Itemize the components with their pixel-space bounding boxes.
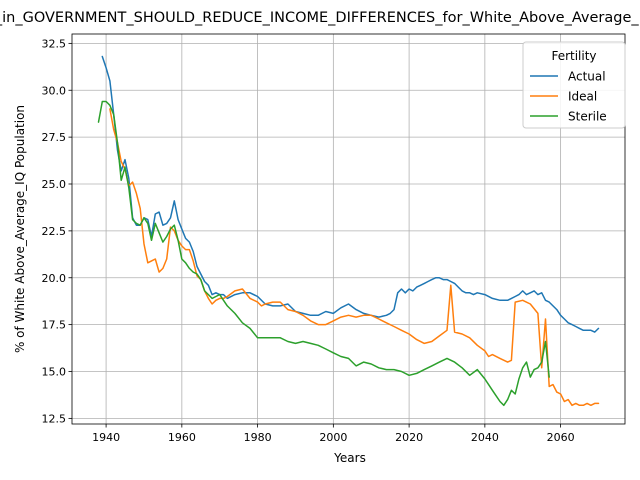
plot-area-frame — [71, 33, 626, 425]
grid — [72, 34, 625, 424]
x-tick-label: 1960 — [168, 431, 196, 444]
x-tick-label: 2040 — [471, 431, 499, 444]
legend-label-sterile: Sterile — [568, 110, 607, 124]
chart-title: 4_in_GOVERNMENT_SHOULD_REDUCE_INCOME_DIF… — [0, 10, 640, 26]
y-tick-label: 25.0 — [42, 178, 67, 191]
legend-box — [522, 41, 626, 129]
y-tick-label: 27.5 — [42, 131, 67, 144]
legend-label-ideal: Ideal — [568, 90, 597, 104]
y-tick-label: 20.0 — [42, 272, 67, 285]
series-line-sterile — [97, 100, 550, 407]
x-axis-label: Years — [333, 451, 366, 465]
y-tick-label: 15.0 — [42, 366, 67, 379]
y-axis-label: % of White Above_Average_IQ Population — [13, 105, 27, 353]
x-tick-label: 1980 — [244, 431, 272, 444]
series-line-ideal — [109, 108, 600, 407]
y-tick-label: 32.5 — [42, 37, 67, 50]
x-tick-label: 2020 — [395, 431, 423, 444]
y-tick-label: 22.5 — [42, 225, 67, 238]
legend-title: Fertility — [551, 49, 596, 63]
axis-ticks: 1940 1960 1980 2000 2020 2040 2060 12.5 15.0 17.5… — [42, 37, 575, 444]
x-tick-label: 1940 — [92, 431, 120, 444]
legend: Fertility Actual Ideal Sterile — [522, 41, 626, 129]
x-tick-label: 2060 — [547, 431, 575, 444]
x-tick-label: 2000 — [319, 431, 347, 444]
y-tick-label: 12.5 — [42, 412, 67, 425]
y-tick-label: 30.0 — [42, 84, 67, 97]
plot-lines — [97, 55, 600, 407]
y-tick-label: 17.5 — [42, 319, 67, 332]
series-line-actual — [101, 55, 600, 333]
legend-label-actual: Actual — [568, 70, 606, 84]
